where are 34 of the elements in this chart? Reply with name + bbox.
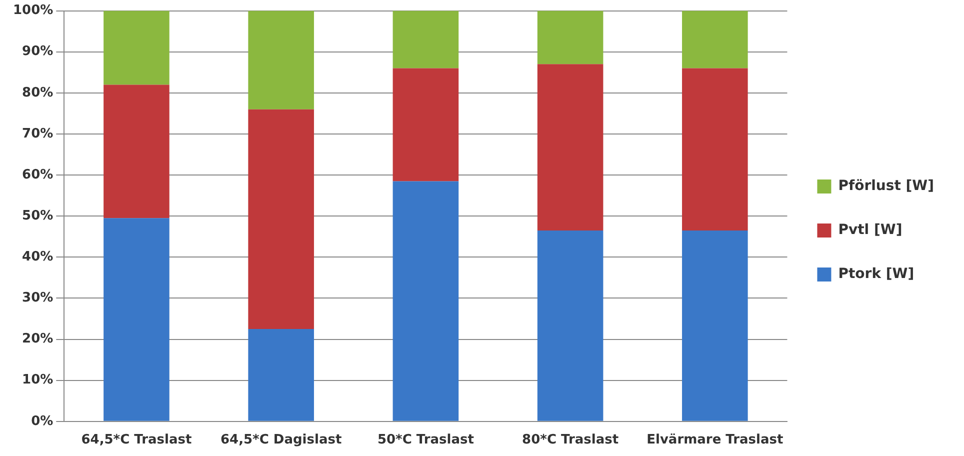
bar (537, 230, 604, 421)
bar (682, 230, 748, 421)
bar (682, 10, 748, 68)
legend-label: Pvtl [W] (838, 222, 902, 238)
y-tick-label: 60% (22, 167, 54, 182)
x-tick-label: 64,5*C Traslast (81, 432, 192, 448)
bar (537, 64, 604, 230)
x-tick-label: 64,5*C Dagislast (220, 432, 342, 448)
bar (248, 329, 314, 421)
y-tick-label: 70% (22, 126, 54, 142)
x-tick-label: 80*C Traslast (522, 432, 619, 448)
x-tick-label: Elvärmare Traslast (646, 432, 784, 448)
legend-label: Pförlust [W] (838, 178, 934, 194)
bar (104, 84, 170, 218)
bar (392, 10, 459, 68)
y-tick-label: 10% (22, 372, 54, 388)
bar (537, 10, 604, 64)
y-tick-label: 50% (22, 208, 54, 224)
y-tick-label: 80% (22, 85, 54, 100)
bar (248, 109, 314, 330)
y-tick-label: 30% (22, 290, 54, 306)
bar (682, 68, 748, 230)
x-tick-label: 50*C Traslast (377, 432, 474, 448)
bar (392, 181, 459, 421)
legend-label: Ptork [W] (838, 266, 914, 282)
y-tick-label: 90% (22, 44, 54, 60)
y-tick-label: 0% (31, 414, 54, 429)
y-tick-label: 20% (22, 332, 54, 347)
y-tick-label: 100% (12, 3, 54, 18)
bar (248, 10, 314, 110)
bar (392, 68, 459, 182)
bar (104, 218, 170, 421)
bar (104, 10, 170, 85)
y-tick-label: 40% (22, 250, 54, 265)
